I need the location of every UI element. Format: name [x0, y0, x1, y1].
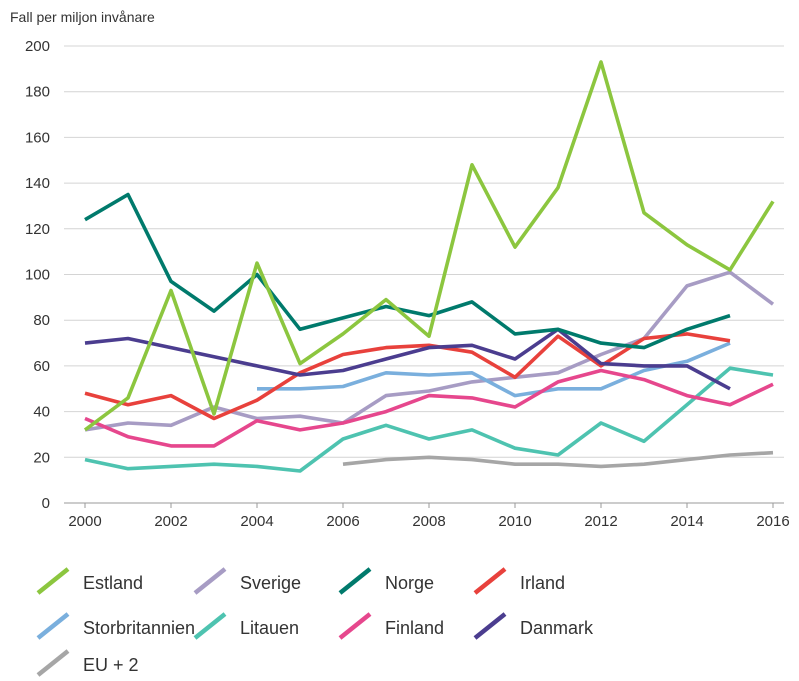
- legend-swatch: [473, 612, 507, 640]
- grid: [64, 45, 784, 504]
- y-tick-label: 200: [25, 38, 50, 55]
- legend-label: Storbritannien: [83, 618, 195, 638]
- y-tick-label: 40: [33, 404, 50, 421]
- legend-item-storbritannien: Storbritannien: [36, 612, 195, 640]
- y-tick-label: 180: [25, 84, 50, 101]
- series-line-sverige: [84, 270, 775, 432]
- x-tick-label: 2010: [498, 513, 531, 530]
- series-line-litauen: [84, 366, 774, 473]
- legend-item-eu-2: EU + 2: [36, 649, 139, 677]
- legend-swatch: [193, 612, 227, 640]
- x-tick-label: 2004: [240, 513, 273, 530]
- legend-label: Finland: [385, 618, 444, 638]
- x-tick-label: 2002: [154, 513, 187, 530]
- y-tick-label: 100: [25, 267, 50, 284]
- series-line-eu-2: [342, 450, 774, 469]
- x-tick-label: 2014: [670, 513, 703, 530]
- legend-item-litauen: Litauen: [193, 612, 299, 640]
- legend-label: Norge: [385, 573, 434, 593]
- series-line-finland: [84, 368, 774, 448]
- x-tick-labels: 2000 2002 2004 2006 2008 2010 2012 2014 2016: [68, 503, 790, 530]
- legend-swatch: [193, 567, 227, 595]
- y-tick-label: 120: [25, 221, 50, 238]
- y-tick-labels: 0 20 40 60 80 100 120 140 160 180 200: [25, 38, 50, 512]
- legend-item-norge: Norge: [338, 567, 434, 595]
- legend: Estland Sverige Norge Irland Storbritannien L…: [36, 567, 594, 677]
- x-tick-label: 2000: [68, 513, 101, 530]
- legend-item-sverige: Sverige: [193, 567, 301, 595]
- y-tick-label: 80: [33, 312, 50, 329]
- legend-label: Sverige: [240, 573, 301, 593]
- legend-item-finland: Finland: [338, 612, 444, 640]
- y-tick-label: 0: [42, 495, 50, 512]
- y-tick-label: 140: [25, 175, 50, 192]
- series-line-estland: [83, 60, 775, 432]
- legend-swatch: [36, 567, 70, 595]
- legend-label: Irland: [520, 573, 565, 593]
- series-lines: [83, 60, 775, 473]
- legend-label: Danmark: [520, 618, 594, 638]
- y-tick-label: 20: [33, 449, 50, 466]
- legend-swatch: [473, 567, 507, 595]
- series-line-norge: [84, 192, 731, 350]
- legend-swatch: [338, 612, 372, 640]
- legend-item-irland: Irland: [473, 567, 565, 595]
- x-tick-label: 2006: [326, 513, 359, 530]
- legend-label: Estland: [83, 573, 143, 593]
- y-tick-label: 160: [25, 129, 50, 146]
- series-line-irland: [84, 332, 731, 421]
- x-tick-label: 2008: [412, 513, 445, 530]
- series-line-danmark: [84, 327, 731, 391]
- legend-swatch: [36, 612, 70, 640]
- x-tick-label: 2012: [584, 513, 617, 530]
- legend-label: EU + 2: [83, 655, 139, 675]
- legend-item-danmark: Danmark: [473, 612, 594, 640]
- y-axis-label: Fall per miljon invånare: [10, 9, 155, 25]
- series-line-storbritannien: [257, 341, 731, 398]
- legend-item-estland: Estland: [36, 567, 143, 595]
- y-tick-label: 60: [33, 358, 50, 375]
- legend-swatch: [338, 567, 372, 595]
- x-tick-label: 2016: [756, 513, 789, 530]
- legend-label: Litauen: [240, 618, 299, 638]
- legend-swatch: [36, 649, 70, 677]
